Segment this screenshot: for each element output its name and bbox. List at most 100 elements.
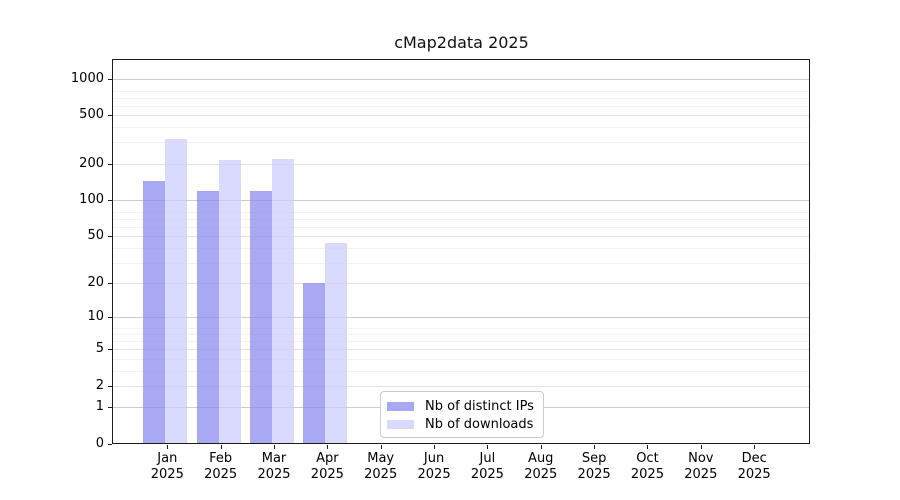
legend-label-distinct-ips: Nb of distinct IPs [425, 398, 534, 414]
y-tick-mark [108, 78, 112, 80]
legend-swatch-distinct-ips-icon [387, 401, 414, 411]
bar-downloads [272, 159, 294, 444]
y-tick-mark [108, 349, 112, 351]
gridline [113, 236, 810, 238]
minor-gridline [113, 142, 810, 144]
x-tick-year: 2025 [150, 467, 184, 483]
x-tick-month: Aug [528, 451, 554, 466]
x-tick-year: 2025 [470, 467, 504, 483]
x-tick-label: Jan 2025 [127, 451, 207, 484]
bar-downloads [165, 138, 188, 444]
x-tick-year: 2025 [204, 467, 238, 483]
minor-gridline [113, 105, 810, 107]
bar-distinct-ips [303, 283, 326, 444]
bar-downloads [325, 242, 348, 444]
x-tick-mark [220, 445, 222, 449]
chart-title: cMap2data 2025 [394, 33, 529, 52]
minor-gridline [113, 127, 810, 129]
x-tick-mark [594, 445, 596, 449]
y-tick-label: 200 [79, 155, 104, 171]
y-tick-mark [108, 317, 112, 319]
x-tick-mark [434, 445, 436, 449]
x-tick-label: Dec 2025 [714, 451, 794, 484]
gridline [113, 115, 810, 117]
x-tick-mark [327, 445, 329, 449]
x-tick-label: Feb 2025 [181, 451, 261, 484]
y-tick-label: 0 [95, 436, 104, 451]
minor-gridline [113, 358, 810, 360]
y-tick-mark [108, 236, 112, 238]
x-tick-label: Mar 2025 [234, 451, 314, 484]
x-tick-mark [167, 445, 169, 449]
bar-distinct-ips [143, 180, 166, 444]
y-tick-label: 10 [87, 309, 104, 325]
bar-downloads [218, 160, 241, 444]
x-tick-year: 2025 [524, 467, 558, 483]
y-tick-label: 100 [79, 192, 104, 208]
minor-gridline [113, 247, 810, 249]
legend: Nb of distinct IPs Nb of downloads [380, 391, 544, 438]
legend-swatch-downloads-icon [387, 419, 414, 429]
x-tick-label: Aug 2025 [501, 451, 581, 484]
legend-label-downloads: Nb of downloads [425, 416, 534, 432]
minor-gridline [113, 90, 810, 92]
y-tick-mark [108, 444, 112, 445]
y-tick-label: 20 [87, 275, 104, 291]
legend-item-downloads: Nb of downloads [387, 415, 535, 433]
y-tick-mark [108, 407, 112, 409]
minor-gridline [113, 370, 810, 372]
x-tick-label: Jul 2025 [447, 451, 527, 484]
x-tick-month: Nov [688, 451, 714, 466]
x-tick-label: Jun 2025 [394, 451, 474, 484]
x-tick-month: Dec [741, 451, 767, 466]
y-tick-label: 5 [95, 341, 104, 357]
x-tick-year: 2025 [417, 467, 451, 483]
minor-gridline [113, 218, 810, 220]
x-tick-year: 2025 [364, 467, 398, 483]
gridline [113, 385, 810, 387]
bar-distinct-ips [196, 191, 219, 444]
x-tick-mark [700, 445, 702, 449]
x-tick-label: May 2025 [341, 451, 421, 484]
x-tick-year: 2025 [577, 467, 611, 483]
x-tick-mark [647, 445, 649, 449]
gridline [113, 349, 810, 351]
x-tick-month: Oct [636, 451, 659, 466]
x-tick-label: Sep 2025 [554, 451, 634, 484]
x-tick-month: Jul [479, 451, 496, 466]
gridline [113, 283, 810, 285]
minor-gridline [113, 211, 810, 213]
gridline [113, 200, 810, 202]
x-tick-month: Jan [157, 451, 178, 466]
x-tick-month: Jun [423, 451, 445, 466]
x-tick-year: 2025 [684, 467, 718, 483]
gridline [113, 78, 810, 80]
y-tick-mark [108, 163, 112, 165]
y-tick-mark [108, 115, 112, 117]
x-tick-month: Sep [581, 451, 607, 466]
plot-area [113, 60, 810, 444]
x-tick-mark [754, 445, 756, 449]
x-tick-mark [540, 445, 542, 449]
minor-gridline [113, 334, 810, 336]
x-tick-mark [380, 445, 382, 449]
x-tick-label: Apr 2025 [287, 451, 367, 484]
minor-gridline [113, 262, 810, 264]
y-tick-mark [108, 385, 112, 387]
x-tick-month: May [367, 451, 395, 466]
x-tick-label: Oct 2025 [607, 451, 687, 484]
y-tick-label: 50 [87, 228, 104, 244]
y-tick-label: 2 [95, 377, 104, 393]
x-tick-mark [487, 445, 489, 449]
x-tick-label: Nov 2025 [661, 451, 741, 484]
x-tick-month: Mar [261, 451, 287, 466]
x-tick-year: 2025 [737, 467, 771, 483]
x-tick-year: 2025 [630, 467, 664, 483]
x-tick-month: Feb [209, 451, 233, 466]
y-tick-label: 500 [79, 107, 104, 123]
x-tick-year: 2025 [310, 467, 344, 483]
x-tick-month: Apr [316, 451, 339, 466]
y-tick-mark [108, 200, 112, 202]
minor-gridline [113, 226, 810, 228]
